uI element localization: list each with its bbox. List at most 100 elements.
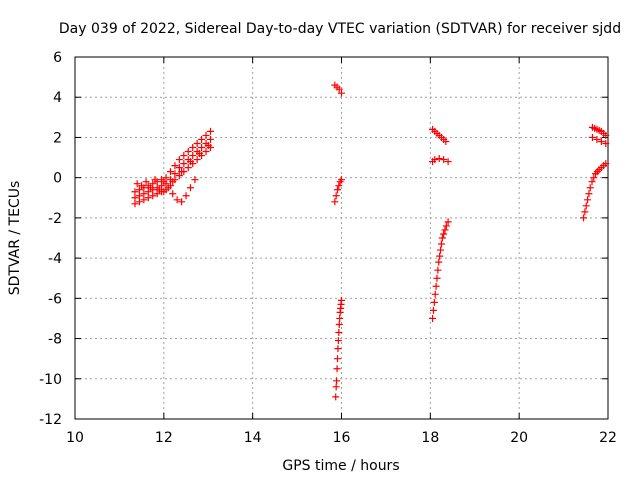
x-tick-label: 10 (66, 430, 84, 446)
y-tick-label: -2 (48, 211, 62, 227)
data-point (588, 178, 596, 186)
data-point (180, 152, 188, 160)
y-tick-label: 4 (53, 90, 62, 106)
data-point (584, 196, 592, 204)
data-point (442, 222, 450, 230)
data-point (142, 178, 150, 186)
data-point (438, 234, 446, 242)
data-point (162, 174, 170, 182)
data-point (135, 198, 143, 206)
y-tick-label: 6 (53, 50, 62, 66)
x-tick-label: 22 (599, 430, 617, 446)
data-point (585, 190, 593, 198)
chart-title: Day 039 of 2022, Sidereal Day-to-day VTE… (59, 21, 621, 37)
data-point (191, 176, 199, 184)
data-point (435, 258, 443, 266)
data-point (444, 158, 452, 166)
y-tick-label: -10 (39, 372, 62, 388)
data-point (206, 127, 214, 135)
data-point (333, 377, 341, 385)
data-point (336, 314, 344, 322)
data-point (178, 168, 186, 176)
data-point (434, 266, 442, 274)
data-point (590, 174, 598, 182)
data-point (180, 160, 188, 168)
axis-ticks (74, 56, 609, 420)
data-points (131, 81, 610, 401)
data-point (338, 89, 345, 97)
data-point (195, 150, 203, 158)
data-point (334, 186, 342, 194)
data-point (144, 188, 152, 196)
data-point (189, 152, 197, 160)
data-point (332, 192, 340, 200)
data-point (149, 180, 157, 188)
data-point (586, 184, 594, 192)
x-axis-label: GPS time / hours (282, 458, 399, 474)
data-point (332, 393, 340, 401)
data-point (431, 156, 439, 164)
series-3 (429, 125, 452, 322)
data-point (131, 200, 139, 208)
data-point (430, 298, 438, 306)
series-2 (331, 81, 345, 401)
y-axis-label: SDTVAR / TECUs (7, 181, 23, 296)
data-point (335, 329, 343, 337)
data-point (186, 184, 194, 192)
data-point (433, 274, 441, 282)
data-point (335, 320, 343, 328)
data-point (338, 176, 345, 184)
data-point (335, 85, 343, 93)
data-point (131, 188, 139, 196)
y-tick-label: 2 (53, 130, 62, 146)
data-point (189, 144, 197, 151)
data-point (436, 252, 444, 260)
data-point (580, 214, 588, 222)
data-point (138, 182, 146, 190)
series-4 (580, 123, 610, 222)
data-point (582, 202, 590, 210)
data-point (333, 365, 341, 373)
data-point (435, 155, 443, 163)
data-point (437, 240, 445, 248)
y-tick-label: 0 (53, 171, 62, 187)
data-point (153, 190, 161, 198)
data-point (178, 198, 186, 206)
data-point (169, 178, 177, 186)
data-point (432, 282, 440, 290)
data-point (441, 226, 449, 234)
data-point (166, 168, 174, 176)
data-point (160, 178, 168, 186)
data-point (135, 186, 143, 194)
data-point (171, 162, 179, 170)
data-point (332, 383, 340, 391)
data-point (331, 198, 339, 206)
y-tick-labels: -12 -10 -8 -6 -4 -2 0 2 4 6 (39, 50, 62, 428)
data-point (588, 133, 596, 141)
data-point (202, 148, 210, 156)
data-point (184, 148, 192, 156)
data-point (437, 246, 445, 254)
data-point (334, 345, 342, 353)
y-tick-label: -12 (39, 412, 62, 428)
data-point (182, 192, 190, 200)
data-point (335, 182, 343, 190)
data-point (133, 180, 141, 188)
data-point (184, 164, 192, 172)
data-point (193, 139, 201, 147)
data-point (149, 192, 157, 200)
y-tick-label: -6 (48, 291, 62, 307)
data-point (147, 184, 155, 192)
data-point (581, 208, 589, 216)
data-point (175, 156, 183, 164)
data-point (202, 131, 210, 139)
data-point (140, 196, 148, 204)
data-point (158, 182, 166, 190)
data-point (429, 314, 437, 322)
data-point (144, 194, 152, 202)
grid-lines (75, 57, 608, 419)
data-point (186, 158, 194, 166)
data-point (140, 190, 148, 198)
series-1 (131, 127, 214, 208)
